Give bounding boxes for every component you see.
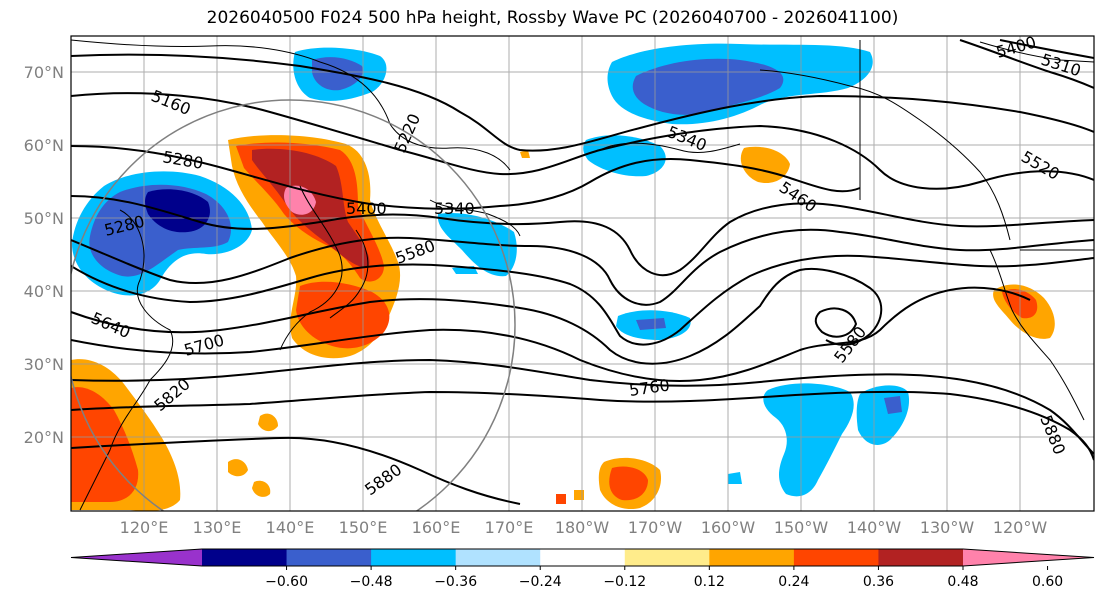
colorbar-tick-label: −0.36 xyxy=(434,574,477,590)
lat-label: 50°N xyxy=(24,209,64,228)
colorbar-tick-label: 0.12 xyxy=(694,574,725,590)
colorbar-segment xyxy=(878,549,964,566)
pc-region-circle xyxy=(71,99,516,511)
colorbar-segment xyxy=(455,549,541,566)
lat-label: 40°N xyxy=(24,282,64,301)
lat-label: 30°N xyxy=(24,355,64,374)
lon-label: 120°W xyxy=(993,518,1048,537)
lat-label: 70°N xyxy=(24,63,64,82)
lon-label: 160°W xyxy=(701,518,756,537)
colorbar: −0.60 −0.48 −0.36 −0.24 −0.12 0.12 0.24 0.36 0.4… xyxy=(70,548,1095,590)
colorbar-tick-label: −0.12 xyxy=(603,574,646,590)
colorbar-segment xyxy=(709,549,795,566)
coastlines xyxy=(71,39,1094,511)
colorbar-tick-label: 0.24 xyxy=(778,574,809,590)
contour-label: 5400 xyxy=(346,199,387,218)
lon-label: 180°W xyxy=(555,518,610,537)
lon-label: 120°E xyxy=(120,518,169,537)
height-contours xyxy=(71,39,1094,505)
colorbar-tick-label: −0.48 xyxy=(350,574,393,590)
positive-anomaly-regions xyxy=(71,135,1055,511)
lat-label: 60°N xyxy=(24,136,64,155)
colorbar-extend-min xyxy=(71,549,202,566)
lon-label: 150°W xyxy=(774,518,829,537)
colorbar-outline xyxy=(70,548,1095,567)
lon-label: 170°E xyxy=(485,518,534,537)
colorbar-tick-label: −0.60 xyxy=(265,574,308,590)
lon-label: 140°W xyxy=(847,518,902,537)
colorbar-tick-label: 0.60 xyxy=(1032,574,1063,590)
lat-label: 20°N xyxy=(24,428,64,447)
lon-label: 140°E xyxy=(266,518,315,537)
colorbar-tick-label: −0.24 xyxy=(519,574,562,590)
lon-label: 150°E xyxy=(339,518,388,537)
colorbar-tick-label: 0.36 xyxy=(863,574,894,590)
colorbar-extend-max xyxy=(963,549,1094,566)
lon-label: 160°E xyxy=(412,518,461,537)
colorbar-segment xyxy=(540,549,626,566)
colorbar-segment xyxy=(793,549,879,566)
colorbar-segment xyxy=(286,549,372,566)
map-title: 2026040500 F024 500 hPa height, Rossby W… xyxy=(206,8,899,28)
contour-label: 5340 xyxy=(434,199,475,218)
lon-label: 130°W xyxy=(920,518,975,537)
lon-label: 130°E xyxy=(193,518,242,537)
map-border xyxy=(70,35,1095,512)
colorbar-tick-label: 0.48 xyxy=(947,574,978,590)
colorbar-segment xyxy=(624,549,710,566)
colorbar-segment xyxy=(202,549,288,566)
longitude-labels: 120°E 130°E 140°E 150°E 160°E 170°E 180°… xyxy=(120,518,1048,537)
lon-label: 170°W xyxy=(628,518,683,537)
colorbar-segment xyxy=(371,549,457,566)
latitude-labels: 70°N 60°N 50°N 40°N 30°N 20°N xyxy=(24,63,64,447)
